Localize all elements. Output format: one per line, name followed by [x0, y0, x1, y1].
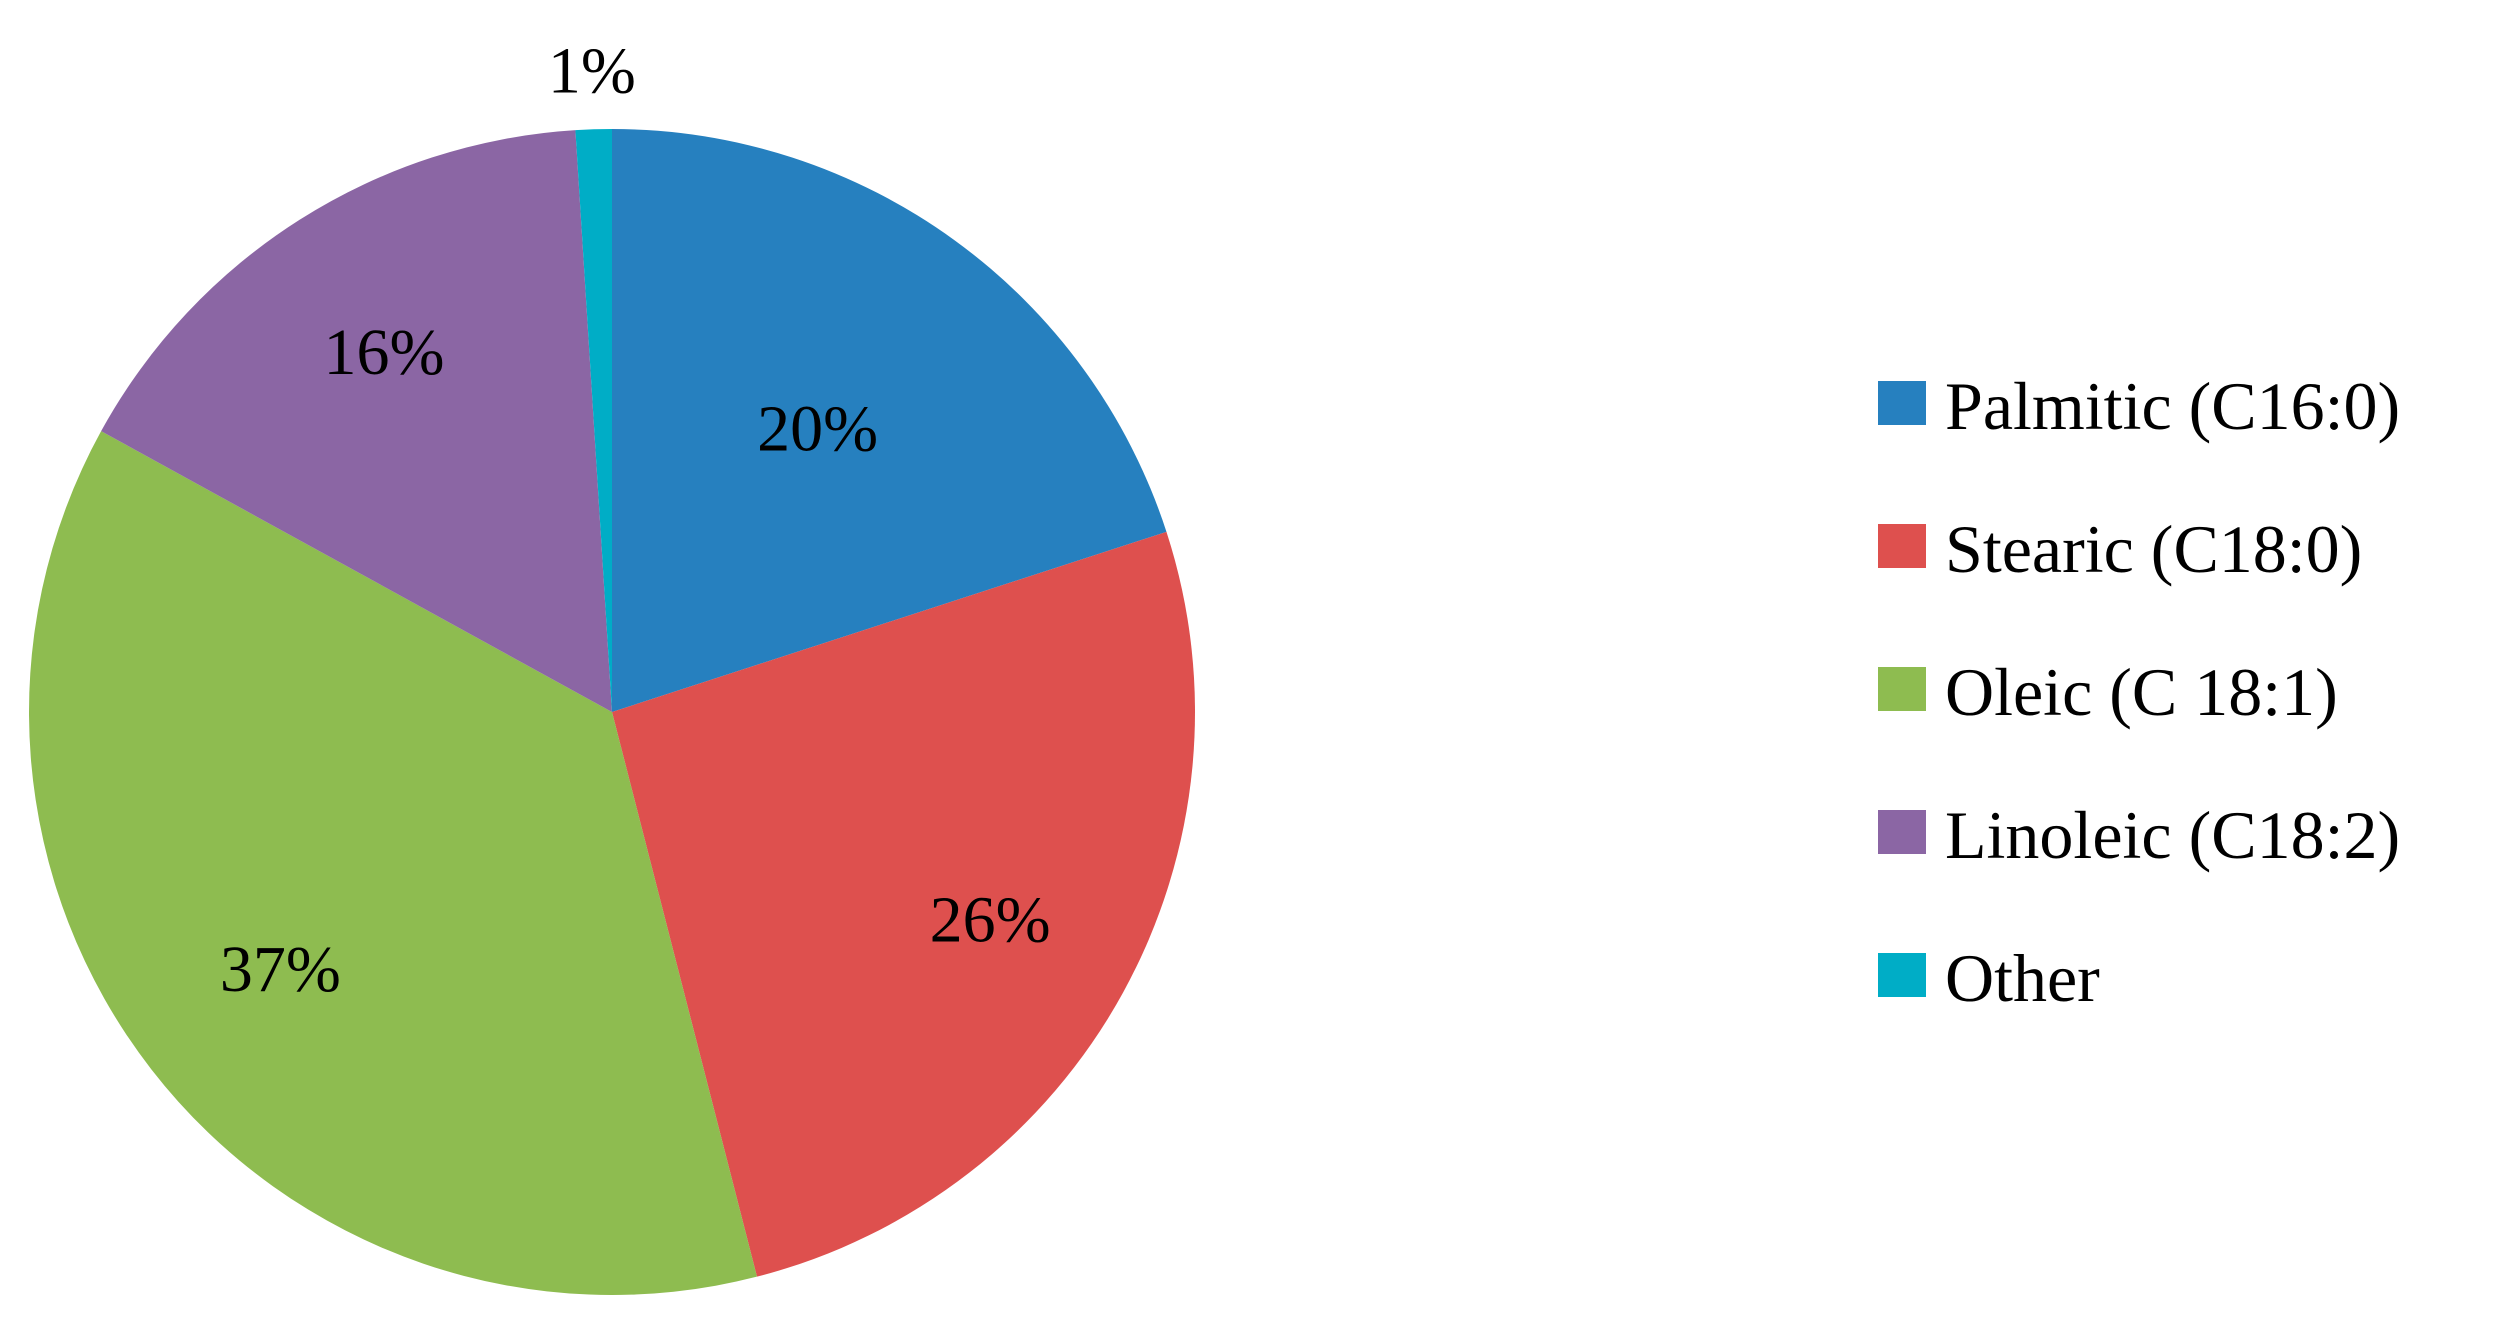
legend-swatch [1878, 667, 1926, 711]
legend-label: Stearic (C18:0) [1945, 511, 2362, 587]
legend-swatch [1878, 810, 1926, 854]
legend-label: Other [1945, 940, 2100, 1016]
legend-label: Linoleic (C18:2) [1945, 797, 2400, 873]
pie-slices [29, 129, 1195, 1295]
legend-label: Palmitic (C16:0) [1945, 368, 2400, 444]
data-label: 26% [930, 883, 1051, 956]
legend-swatch [1878, 953, 1926, 997]
pie-slice-oleic-c-18-1 [29, 431, 757, 1295]
data-label: 20% [757, 393, 878, 466]
pie-slice-other [575, 129, 612, 712]
data-label: 37% [220, 933, 341, 1006]
data-labels: 20% 26% 37% 16% 1% [220, 35, 1051, 1006]
legend: Palmitic (C16:0) Stearic (C18:0) Oleic (C … [1878, 368, 2400, 1016]
legend-swatch [1878, 524, 1926, 568]
pie-slice-palmitic-c16-0 [612, 129, 1167, 712]
data-label: 1% [548, 35, 636, 108]
pie-slice-linoleic-c18-2 [101, 130, 612, 713]
data-label: 16% [323, 316, 444, 389]
pie-slice-stearic-c18-0 [612, 531, 1195, 1277]
legend-label: Oleic (C 18:1) [1945, 654, 2338, 730]
legend-swatch [1878, 381, 1926, 425]
